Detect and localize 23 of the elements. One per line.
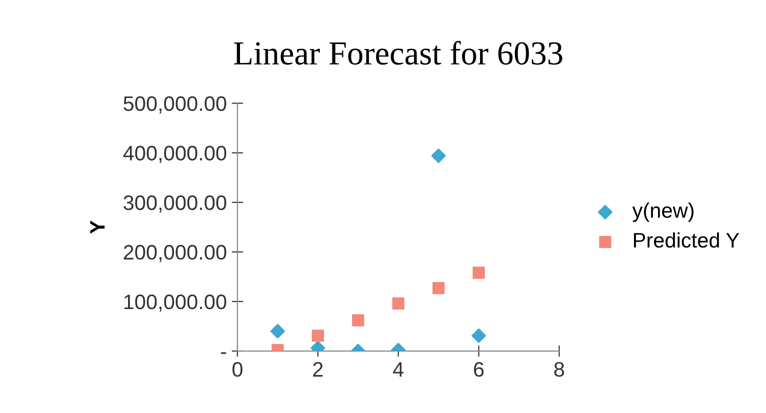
legend-label: Predicted Y xyxy=(634,232,740,248)
x-tick-label: 0 xyxy=(232,362,242,377)
y-tick-label: 300,000.00 xyxy=(124,195,226,213)
point xyxy=(392,297,404,310)
point xyxy=(472,266,485,279)
legend-label: y(new) xyxy=(632,202,694,222)
y-tick-label: - xyxy=(221,352,226,354)
point xyxy=(312,330,324,342)
y-tick-label: 100,000.00 xyxy=(124,294,226,312)
x-tick-label: 2 xyxy=(313,362,323,377)
point xyxy=(471,328,486,343)
y-tick-label: 200,000.00 xyxy=(124,244,226,262)
point xyxy=(431,148,446,164)
point xyxy=(270,324,285,339)
x-tick-label: 4 xyxy=(393,362,404,377)
x-tick-label: 8 xyxy=(554,362,564,377)
y-tick-label: 400,000.00 xyxy=(123,146,226,164)
y-axis-title: Y xyxy=(90,220,105,234)
point xyxy=(352,314,364,326)
y-tick-label: 500,000.00 xyxy=(124,96,226,114)
point xyxy=(432,282,445,294)
chart-title: Linear Forecast for 6033 xyxy=(234,40,562,65)
x-tick-label: 6 xyxy=(474,362,484,377)
